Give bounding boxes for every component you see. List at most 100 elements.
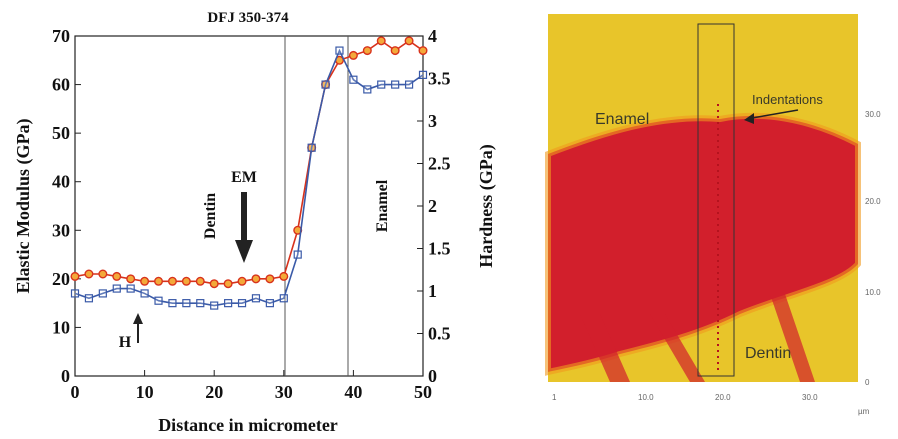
series-2-point xyxy=(418,70,428,79)
indentations-arrow xyxy=(751,109,799,119)
x-tick-label: 40 xyxy=(344,382,362,402)
y-left-tick-label: 50 xyxy=(52,123,70,143)
h-arrow xyxy=(133,313,143,343)
x-tick-label: 0 xyxy=(71,382,80,402)
y-right-tick-label: 1 xyxy=(428,281,437,301)
series-1-point xyxy=(84,269,94,279)
x-axis-label: Distance in micrometer xyxy=(158,415,338,435)
map-unit-label: µm xyxy=(858,407,870,416)
series-2-point xyxy=(196,299,205,308)
map-y-tick-label: 20.0 xyxy=(865,197,881,206)
property-map-image: Enamel Indentations Dentin 30.0 20.0 10.0 0… xyxy=(545,14,881,416)
series-2-point xyxy=(168,299,177,308)
series-2-point xyxy=(404,80,414,89)
series-2-point xyxy=(251,294,261,303)
series-2-point xyxy=(363,85,372,94)
series-1-point xyxy=(98,269,108,279)
y-right-tick-label: 3.5 xyxy=(428,69,451,89)
map-y-tick-label: 0 xyxy=(865,378,870,387)
series-2-point xyxy=(377,80,386,89)
series-2-point xyxy=(98,289,107,298)
series-1-point xyxy=(251,274,261,284)
series-2-point xyxy=(70,289,80,298)
y-right-tick-label: 2.5 xyxy=(428,154,451,174)
series-2-point xyxy=(224,299,233,308)
y-right-tick-label: 0 xyxy=(428,366,437,386)
map-label-indentations: Indentations xyxy=(752,92,823,107)
y-left-tick-label: 0 xyxy=(61,366,70,386)
series-2-point xyxy=(237,299,247,308)
map-x-tick-label: 10.0 xyxy=(638,393,654,402)
series-2-point xyxy=(279,294,288,303)
y-right-tick-label: 2 xyxy=(428,196,437,216)
indentation-strip xyxy=(697,23,735,377)
chart-title: DFJ 350-374 xyxy=(207,10,289,26)
series-1-point xyxy=(390,46,400,56)
y-right-tick-label: 4 xyxy=(428,26,437,46)
series-1-point xyxy=(362,46,372,56)
y-right-tick-label: 1.5 xyxy=(428,239,451,259)
x-tick-label: 50 xyxy=(414,382,432,402)
y-left-tick-label: 20 xyxy=(52,269,70,289)
series-2-point xyxy=(265,299,274,308)
map-y-tick-label: 10.0 xyxy=(865,288,881,297)
h-annotation: H xyxy=(119,334,132,351)
enamel-annotation: Enamel xyxy=(374,179,391,232)
y-right-axis-label: Hardness (GPa) xyxy=(476,144,497,268)
series-2-point xyxy=(293,250,302,259)
series-1-point xyxy=(209,279,219,289)
series-1-point xyxy=(418,46,428,56)
map-x-tick-label: 1 xyxy=(552,393,557,402)
y-left-tick-label: 10 xyxy=(52,317,70,337)
series-1-point xyxy=(237,276,247,286)
em-arrow xyxy=(235,192,253,263)
y-left-tick-label: 40 xyxy=(52,172,70,192)
series-1-point xyxy=(404,36,414,46)
dentin-annotation: Dentin xyxy=(202,193,219,239)
map-x-tick-label: 30.0 xyxy=(802,393,818,402)
series-1-point xyxy=(70,271,80,281)
series-1-point xyxy=(167,276,177,286)
series-2-line xyxy=(74,48,424,307)
y-left-tick-label: 60 xyxy=(52,75,70,95)
series-layer xyxy=(70,36,428,310)
em-annotation: EM xyxy=(231,169,257,186)
y-left-axis-ticks: 0 10 20 30 40 50 60 70 xyxy=(52,26,81,386)
y-left-tick-label: 70 xyxy=(52,26,70,46)
y-right-axis-ticks: 0 0.5 1 1.5 2 2.5 3 3.5 4 xyxy=(417,26,451,386)
series-2-point xyxy=(112,284,121,293)
series-2-point xyxy=(321,80,330,89)
map-y-tick-label: 30.0 xyxy=(865,110,881,119)
series-1-point xyxy=(279,271,289,281)
map-soft-region xyxy=(545,112,861,376)
series-1-point xyxy=(140,276,150,286)
x-tick-label: 30 xyxy=(275,382,293,402)
series-2-point xyxy=(126,284,135,293)
series-2-point xyxy=(140,289,149,298)
series-1-point xyxy=(376,36,386,46)
series-2-point xyxy=(335,46,344,55)
map-label-enamel: Enamel xyxy=(595,111,649,128)
series-2-point xyxy=(210,301,219,310)
map-y-ticks: 30.0 20.0 10.0 0 xyxy=(865,110,881,387)
series-2-point xyxy=(391,80,400,89)
series-1-point xyxy=(195,276,205,286)
x-tick-label: 10 xyxy=(136,382,154,402)
series-1-point xyxy=(154,276,164,286)
series-1-point xyxy=(126,274,136,284)
series-2-point xyxy=(349,75,358,84)
y-right-tick-label: 0.5 xyxy=(428,324,451,344)
series-1-point xyxy=(223,279,233,289)
y-left-axis-label: Elastic Modulus (GPa) xyxy=(13,118,34,293)
x-tick-label: 20 xyxy=(205,382,223,402)
y-left-tick-label: 30 xyxy=(52,220,70,240)
series-1-point xyxy=(348,50,358,60)
map-label-dentin: Dentin xyxy=(745,345,791,362)
indentations-arrowhead xyxy=(744,113,754,124)
series-1-point xyxy=(181,276,191,286)
x-axis-ticks: 0 10 20 30 40 50 xyxy=(71,370,432,402)
series-2-point xyxy=(182,299,191,308)
series-2-point xyxy=(84,294,94,303)
y-right-tick-label: 3 xyxy=(428,111,437,131)
series-1-point xyxy=(112,271,122,281)
